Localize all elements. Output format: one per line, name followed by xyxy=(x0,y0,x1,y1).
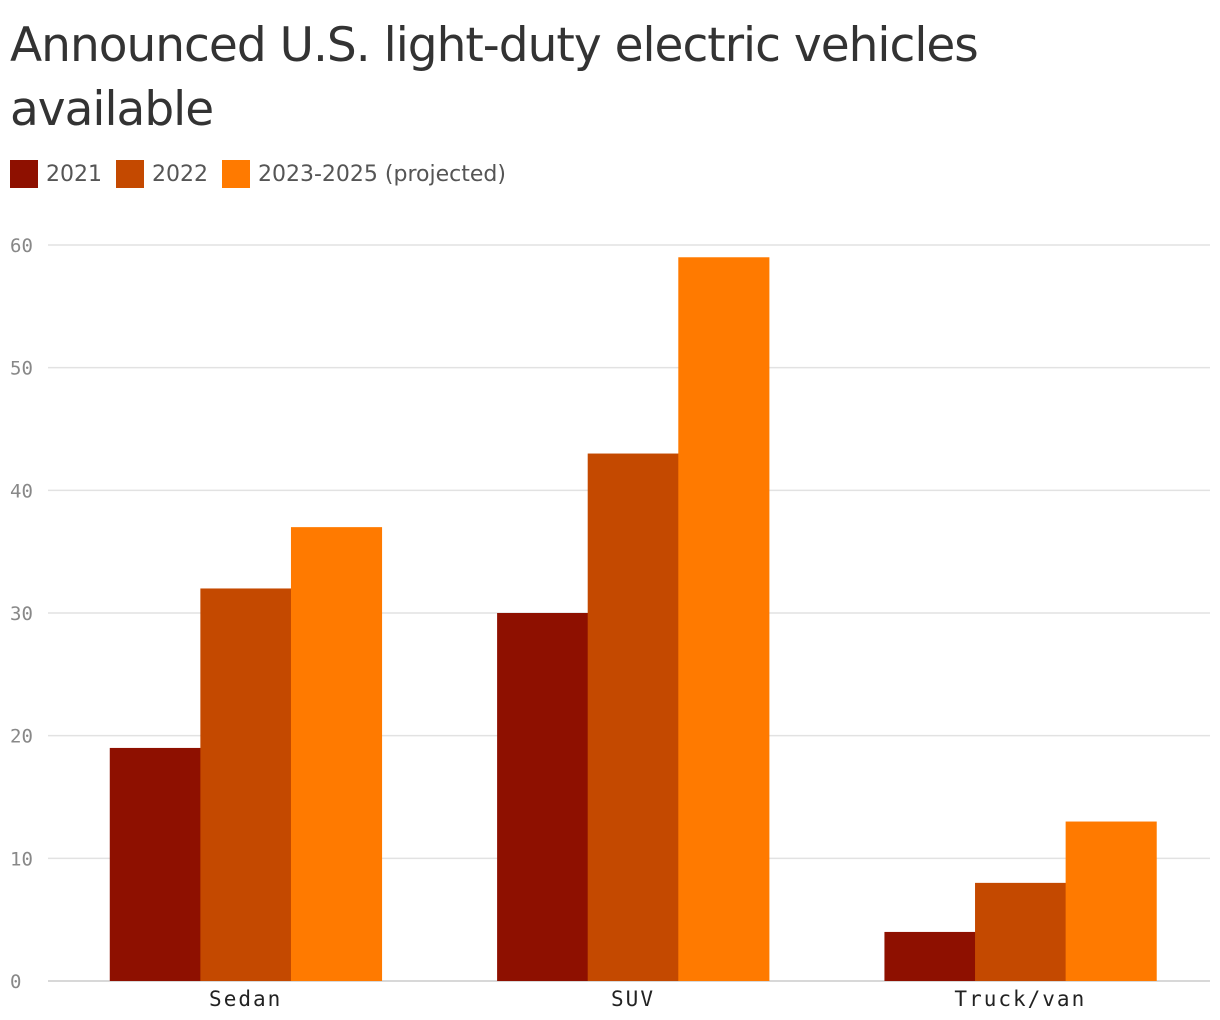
x-tick-label: Truck/van xyxy=(954,987,1086,1011)
y-tick-label: 60 xyxy=(10,235,33,257)
bar-sedan-2023 xyxy=(290,527,383,981)
bar-suv-2021 xyxy=(497,613,589,981)
legend-swatch xyxy=(116,160,144,188)
legend-item: 2022 xyxy=(116,160,208,188)
legend-swatch xyxy=(10,160,38,188)
y-tick-label: 40 xyxy=(10,480,33,502)
bar-suv-2022 xyxy=(587,453,679,981)
bar-truckvan-2022 xyxy=(975,882,1067,981)
legend-label: 2022 xyxy=(152,161,208,187)
y-tick-label: 0 xyxy=(10,971,21,993)
legend-item: 2021 xyxy=(10,160,102,188)
y-tick-label: 10 xyxy=(10,848,33,870)
bar-truckvan-2021 xyxy=(884,931,976,981)
y-tick-label: 30 xyxy=(10,603,33,625)
legend-label: 2023-2025 (projected) xyxy=(258,161,506,187)
x-tick-label: SUV xyxy=(611,987,655,1011)
legend-item: 2023-2025 (projected) xyxy=(222,160,506,188)
legend: 2021 2022 2023-2025 (projected) xyxy=(10,160,520,188)
bar-sedan-2021 xyxy=(109,747,201,981)
y-tick-label: 50 xyxy=(10,358,33,380)
legend-label: 2021 xyxy=(46,161,102,187)
bar-truckvan-2023 xyxy=(1065,821,1157,981)
legend-swatch xyxy=(222,160,250,188)
bar-sedan-2022 xyxy=(200,588,292,981)
x-tick-label: Sedan xyxy=(209,987,282,1011)
y-tick-label: 20 xyxy=(10,726,33,748)
bar-suv-2023 xyxy=(678,257,770,981)
chart-title: Announced U.S. light-duty electric vehic… xyxy=(10,18,979,137)
